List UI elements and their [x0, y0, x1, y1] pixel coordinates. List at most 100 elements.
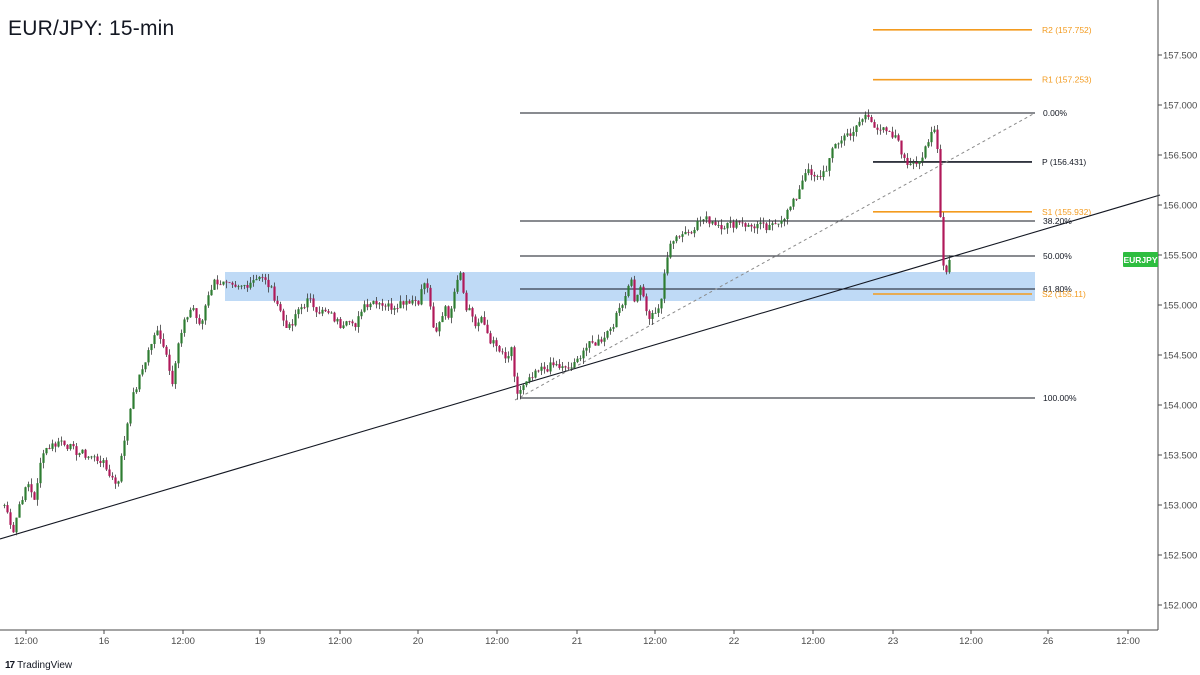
candle-body	[186, 317, 189, 320]
candle-body	[405, 300, 408, 305]
fib-label-0: 0.00%	[1043, 108, 1068, 118]
candle-body	[354, 323, 357, 328]
candle-body	[324, 309, 327, 312]
candle-body	[141, 369, 144, 375]
candle-body	[357, 316, 360, 328]
candle-body	[846, 133, 849, 136]
candle-body	[894, 135, 897, 138]
candle-body	[402, 301, 405, 305]
candle-body	[321, 309, 324, 314]
candle-body	[93, 456, 96, 458]
candle-body	[477, 322, 480, 327]
candle-body	[183, 319, 186, 333]
candle-body	[420, 289, 423, 305]
candle-body	[129, 408, 132, 424]
candle-body	[516, 376, 519, 394]
candle-body	[948, 260, 951, 273]
candle-body	[519, 390, 522, 394]
candle-body	[636, 294, 639, 302]
x-tick-label: 16	[99, 636, 110, 647]
candle-body	[852, 131, 855, 136]
candle-body	[168, 354, 171, 371]
candle-body	[648, 311, 651, 319]
candle-body	[315, 307, 318, 313]
candle-body	[885, 127, 888, 132]
candle-body	[30, 484, 33, 493]
candle-body	[633, 279, 636, 302]
candle-body	[90, 456, 93, 458]
candle-body	[258, 276, 261, 280]
candle-body	[762, 222, 765, 224]
candle-body	[906, 157, 909, 165]
candle-body	[471, 308, 474, 317]
candle-body	[453, 291, 456, 309]
candle-body	[204, 305, 207, 321]
candle-body	[48, 448, 51, 449]
candle-body	[237, 286, 240, 288]
candle-body	[330, 312, 333, 314]
candle-body	[723, 228, 726, 230]
candle-body	[396, 308, 399, 309]
tradingview-logo-text: TradingView	[17, 660, 73, 671]
candle-body	[780, 220, 783, 224]
candle-body	[105, 460, 108, 470]
candle-body	[774, 223, 777, 225]
tradingview-logo[interactable]: 17 TradingView	[5, 660, 72, 671]
candle-body	[423, 283, 426, 290]
candle-body	[222, 281, 225, 285]
candle-body	[591, 341, 594, 343]
candle-body	[879, 129, 882, 131]
candle-body	[498, 346, 501, 352]
candle-body	[603, 337, 606, 342]
candle-body	[792, 198, 795, 207]
candle-body	[228, 282, 231, 284]
x-tick-label: 12:00	[801, 636, 825, 647]
candle-body	[297, 309, 300, 315]
candle-body	[192, 308, 195, 310]
candle-body	[351, 321, 354, 324]
levels-layer: 0.00% 38.20% 50.00% 61.80% 100.00% R2 (157.75…	[520, 25, 1092, 403]
candle-body	[714, 221, 717, 225]
candle-body	[156, 330, 159, 336]
candle-body	[891, 131, 894, 138]
candle-body	[399, 301, 402, 309]
tradingview-logo-icon: 17	[5, 660, 15, 671]
candle-body	[279, 304, 282, 311]
candle-body	[897, 135, 900, 141]
candle-body	[456, 279, 459, 292]
candle-body	[753, 226, 756, 229]
candle-body	[945, 265, 948, 273]
candle-body	[189, 309, 192, 318]
candle-body	[651, 313, 654, 319]
candle-body	[261, 276, 264, 278]
candle-body	[39, 462, 42, 484]
candle-body	[195, 308, 198, 319]
candle-body	[432, 306, 435, 328]
candle-body	[876, 127, 879, 130]
candle-body	[669, 243, 672, 258]
candle-body	[117, 481, 120, 484]
candle-body	[501, 351, 504, 353]
candle-body	[549, 362, 552, 372]
candle-body	[51, 443, 54, 449]
candle-body	[327, 311, 330, 313]
candle-body	[216, 279, 219, 285]
candle-body	[255, 279, 258, 281]
candle-body	[465, 292, 468, 311]
candle-body	[663, 273, 666, 299]
candle-body	[99, 460, 102, 463]
candle-body	[858, 121, 861, 126]
candle-body	[840, 140, 843, 144]
candle-body	[303, 307, 306, 309]
candle-body	[240, 285, 243, 287]
candles-layer	[3, 109, 951, 536]
candle-body	[900, 140, 903, 155]
candle-body	[435, 327, 438, 332]
y-tick-label: 154.000	[1163, 401, 1197, 412]
x-tick-label: 21	[572, 636, 583, 647]
candle-body	[174, 363, 177, 385]
candle-body	[873, 122, 876, 128]
x-tick-label: 12:00	[1116, 636, 1140, 647]
pivot-label-3: S1 (155.932)	[1042, 207, 1091, 217]
